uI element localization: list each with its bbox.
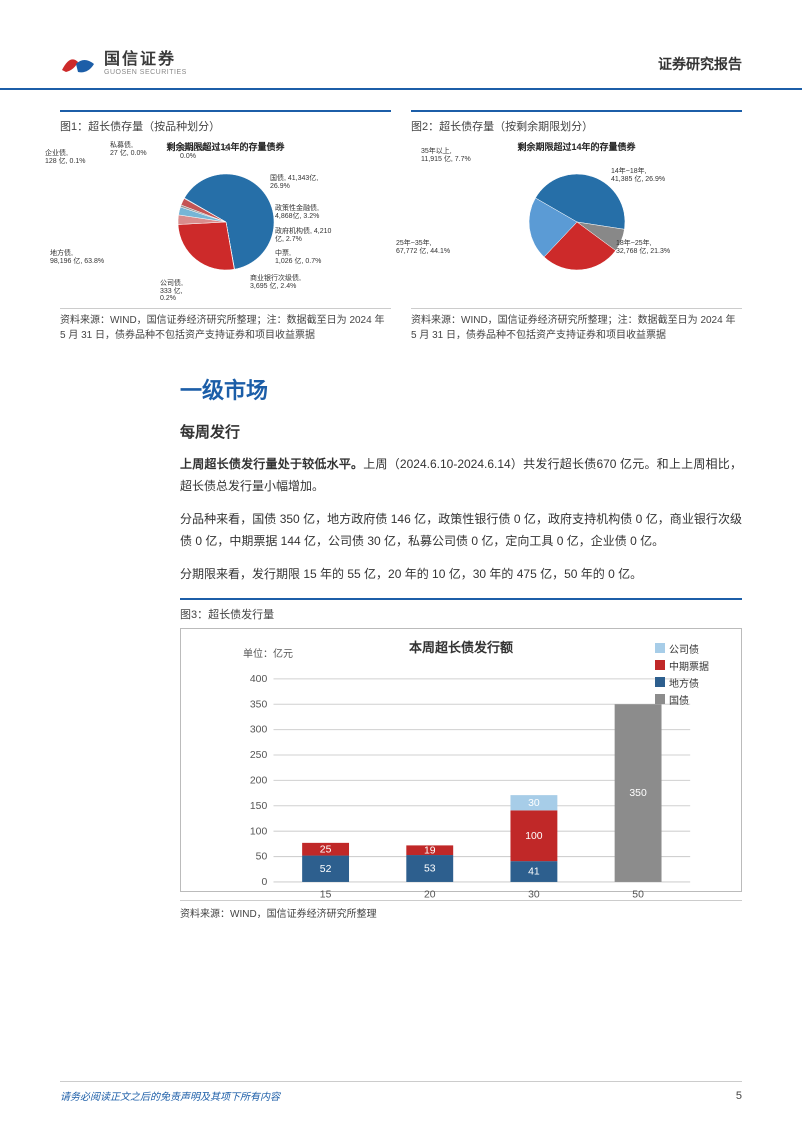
legend-label: 公司债 xyxy=(669,641,699,656)
pie-slice-label: 35年以上,11,915 亿, 7.7% xyxy=(421,148,471,163)
pie-slice-label: 定向工具, 14 亿,0.0% xyxy=(180,145,231,160)
bar-chart-section: 图3：超长债发行量 单位：亿元 本周超长债发行额 公司债中期票据地方债国债 05… xyxy=(180,598,742,892)
para1-bold: 上周超长债发行量处于较低水平。 xyxy=(180,457,363,471)
main-section: 一级市场 每周发行 上周超长债发行量处于较低水平。上周（2024.6.10-20… xyxy=(0,343,802,920)
svg-text:250: 250 xyxy=(250,750,268,761)
pie-slice-label: 14年~18年,41,385 亿, 26.9% xyxy=(611,168,665,183)
pie-slice-label: 私募债,27 亿, 0.0% xyxy=(110,142,147,157)
bar-chart-box: 单位：亿元 本周超长债发行额 公司债中期票据地方债国债 050100150200… xyxy=(180,628,742,892)
legend-label: 国债 xyxy=(669,692,689,707)
bar-legend: 公司债中期票据地方债国债 xyxy=(655,641,709,709)
legend-label: 地方债 xyxy=(669,675,699,690)
legend-swatch-icon xyxy=(655,677,665,687)
pie-slice xyxy=(178,222,234,270)
bar-value-label: 19 xyxy=(424,845,436,856)
bar-value-label: 100 xyxy=(525,831,543,842)
bar-value-label: 41 xyxy=(528,867,540,878)
legend-item: 公司债 xyxy=(655,641,709,656)
svg-text:350: 350 xyxy=(250,699,268,710)
legend-swatch-icon xyxy=(655,694,665,704)
svg-text:150: 150 xyxy=(250,801,268,812)
legend-swatch-icon xyxy=(655,643,665,653)
pie1-wrap: 剩余期限超过14年的存量债券 地方债,98,196 亿, 63.8%企业债,12… xyxy=(60,140,391,300)
pie-slice-label: 国债, 41,343亿,26.9% xyxy=(270,175,318,190)
legend-swatch-icon xyxy=(655,660,665,670)
legend-item: 国债 xyxy=(655,692,709,707)
logo-text-cn: 国信证券 xyxy=(104,51,187,69)
pie-slice-label: 18年~25年,32,768 亿, 21.3% xyxy=(616,240,670,255)
pie-slice-label: 政府机构债, 4,210亿, 2.7% xyxy=(275,228,331,243)
page-header: 国信证券 GUOSEN SECURITIES 证券研究报告 xyxy=(0,0,802,90)
bar-chart-svg: 0 50 100 150 200 250 300 350 400 52 25 15 53 19 20 41 10… xyxy=(193,658,729,908)
svg-text:0: 0 xyxy=(261,877,267,888)
legend-item: 地方债 xyxy=(655,675,709,690)
logo-group: 国信证券 GUOSEN SECURITIES xyxy=(60,50,187,78)
paragraph-3: 分期限来看，发行期限 15 年的 55 亿，20 年的 10 亿，30 年的 4… xyxy=(180,564,742,586)
pie-slice-label: 商业银行次级债,3,695 亿, 2.4% xyxy=(250,275,301,290)
bar-category-label: 50 xyxy=(632,890,644,901)
report-type-label: 证券研究报告 xyxy=(658,54,742,74)
pie-charts-row: 图1：超长债存量（按品种划分） 剩余期限超过14年的存量债券 地方债,98,19… xyxy=(0,110,802,343)
pie-slice-label: 公司债,333 亿,0.2% xyxy=(160,280,183,303)
svg-text:100: 100 xyxy=(250,826,268,837)
svg-text:200: 200 xyxy=(250,775,268,786)
bar-category-label: 20 xyxy=(424,890,436,901)
bar-category-label: 30 xyxy=(528,890,540,901)
bar-unit-label: 单位：亿元 xyxy=(243,645,293,660)
pie2-caption: 图2：超长债存量（按剩余期限划分） xyxy=(411,118,742,134)
bar-value-label: 53 xyxy=(424,864,436,875)
pie2-wrap: 剩余期限超过14年的存量债券 25年~35年,67,772 亿, 44.1%35… xyxy=(411,140,742,300)
pie-slice-label: 企业债,128 亿, 0.1% xyxy=(45,150,85,165)
bar-plot-wrap: 单位：亿元 本周超长债发行额 公司债中期票据地方债国债 050100150200… xyxy=(193,637,729,887)
bar-value-label: 52 xyxy=(320,864,332,875)
pie1-caption: 图1：超长债存量（按品种划分） xyxy=(60,118,391,134)
logo-text-en: GUOSEN SECURITIES xyxy=(104,69,187,77)
legend-label: 中期票据 xyxy=(669,658,709,673)
svg-text:400: 400 xyxy=(250,674,268,685)
bar-value-label: 30 xyxy=(528,798,540,809)
footer-disclaimer: 请务必阅读正文之后的免责声明及其项下所有内容 xyxy=(60,1088,280,1103)
bar-value-label: 350 xyxy=(629,788,647,799)
pie2-source: 资料来源：WIND，国信证券经济研究所整理；注：数据截至日为 2024 年 5 … xyxy=(411,308,742,343)
pie1-source: 资料来源：WIND，国信证券经济研究所整理；注：数据截至日为 2024 年 5 … xyxy=(60,308,391,343)
bar-category-label: 15 xyxy=(320,890,332,901)
svg-text:50: 50 xyxy=(256,852,268,863)
pie-slice-label: 25年~35年,67,772 亿, 44.1% xyxy=(396,240,450,255)
pie-chart-1-column: 图1：超长债存量（按品种划分） 剩余期限超过14年的存量债券 地方债,98,19… xyxy=(60,110,391,343)
page-footer: 请务必阅读正文之后的免责声明及其项下所有内容 5 xyxy=(60,1081,742,1103)
pie-slice-label: 政策性金融债,4,868亿, 3.2% xyxy=(275,205,319,220)
svg-text:300: 300 xyxy=(250,725,268,736)
pie-chart-2-column: 图2：超长债存量（按剩余期限划分） 剩余期限超过14年的存量债券 25年~35年… xyxy=(411,110,742,343)
bar-value-label: 25 xyxy=(320,844,332,855)
footer-page-number: 5 xyxy=(736,1090,742,1102)
paragraph-2: 分品种来看，国债 350 亿，地方政府债 146 亿，政策性银行债 0 亿，政府… xyxy=(180,509,742,552)
paragraph-1: 上周超长债发行量处于较低水平。上周（2024.6.10-2024.6.14）共发… xyxy=(180,454,742,497)
bar-caption: 图3：超长债发行量 xyxy=(180,598,742,622)
section-heading-primary: 一级市场 xyxy=(180,373,742,405)
pie-slice-label: 地方债,98,196 亿, 63.8% xyxy=(50,250,104,265)
section-heading-sub: 每周发行 xyxy=(180,421,742,442)
pie-slice-label: 中票,1,026 亿, 0.7% xyxy=(275,250,321,265)
legend-item: 中期票据 xyxy=(655,658,709,673)
guosen-logo-icon xyxy=(60,50,96,78)
